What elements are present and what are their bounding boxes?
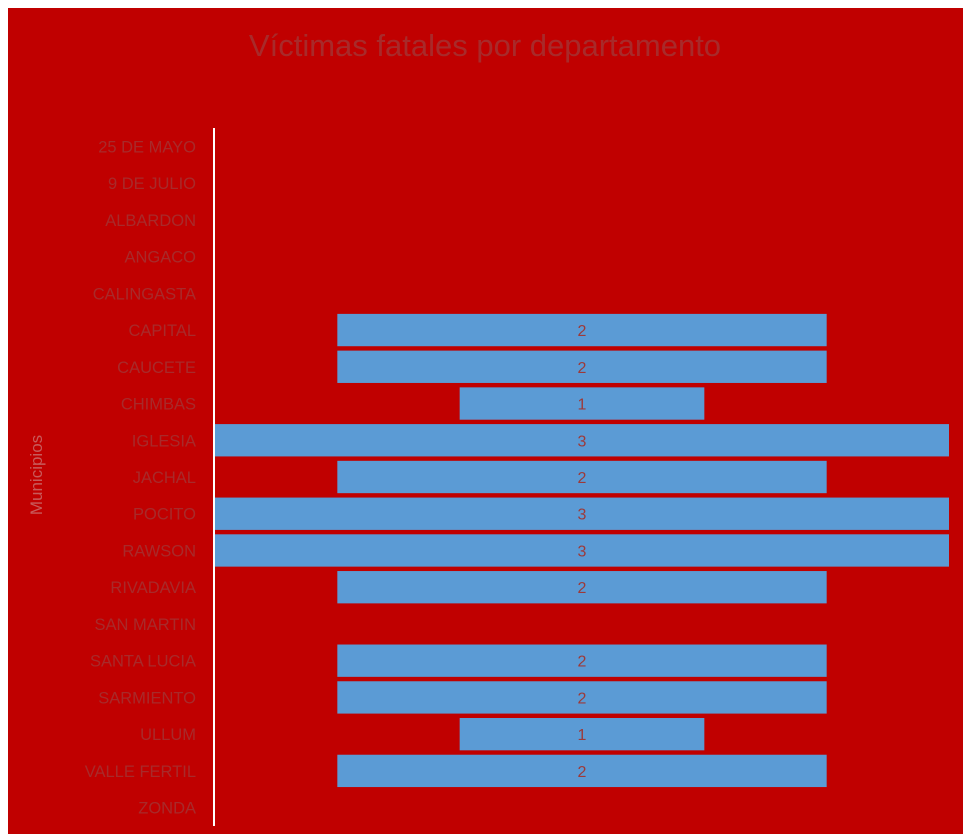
bar <box>337 350 827 383</box>
category-label: ULLUM <box>140 726 196 744</box>
bar <box>459 387 705 420</box>
category-label: RIVADAVIA <box>110 579 196 597</box>
bar-value-label: 2 <box>578 654 587 671</box>
bar <box>337 460 827 494</box>
bar <box>459 717 705 751</box>
category-label: 9 DE JULIO <box>108 175 196 193</box>
chart-title: Víctimas fatales por departamento <box>249 28 721 63</box>
category-label: CAPITAL <box>128 322 196 340</box>
bar-value-label: 1 <box>578 397 587 414</box>
bar-chart: Víctimas fatales por departamento Munici… <box>27 28 949 826</box>
category-label: SAN MARTIN <box>95 616 196 634</box>
bar-value-label: 3 <box>578 507 587 524</box>
category-label: CHIMBAS <box>121 396 196 414</box>
category-label: IGLESIA <box>132 432 196 450</box>
bar <box>215 424 949 457</box>
bar <box>215 497 949 530</box>
bar <box>337 571 827 604</box>
category-label: POCITO <box>133 506 196 524</box>
category-label: 25 DE MAYO <box>98 138 196 156</box>
bar-value-label: 1 <box>578 727 587 744</box>
category-label: ZONDA <box>138 800 196 818</box>
bar <box>215 534 949 567</box>
category-label: ANGACO <box>124 249 196 267</box>
bar-value-label: 2 <box>578 690 587 707</box>
bar-value-label: 2 <box>578 360 587 377</box>
bar <box>337 313 827 347</box>
bar-value-label: 2 <box>578 323 587 340</box>
chart-container: Víctimas fatales por departamento Munici… <box>8 8 963 834</box>
category-label: RAWSON <box>122 542 196 560</box>
bar <box>337 681 827 714</box>
bar-value-label: 2 <box>578 764 587 781</box>
bars-group: 25 DE MAYO 9 DE JULIO ALBARDON ANGACO CALING… <box>85 138 949 818</box>
bar <box>337 754 827 788</box>
category-label: VALLE FERTIL <box>85 763 196 781</box>
bar-value-label: 2 <box>578 470 587 487</box>
bar-value-label: 3 <box>578 433 587 450</box>
bar-value-label: 2 <box>578 580 587 597</box>
category-label: ALBARDON <box>105 212 196 230</box>
category-label: CALINGASTA <box>93 285 196 303</box>
bar-value-label: 3 <box>578 543 587 560</box>
category-label: JACHAL <box>133 469 196 487</box>
y-axis-title: Municipios <box>27 435 46 515</box>
bar <box>337 644 827 677</box>
category-label: SANTA LUCIA <box>90 653 196 671</box>
category-label: SARMIENTO <box>98 689 196 707</box>
category-label: CAUCETE <box>117 359 196 377</box>
